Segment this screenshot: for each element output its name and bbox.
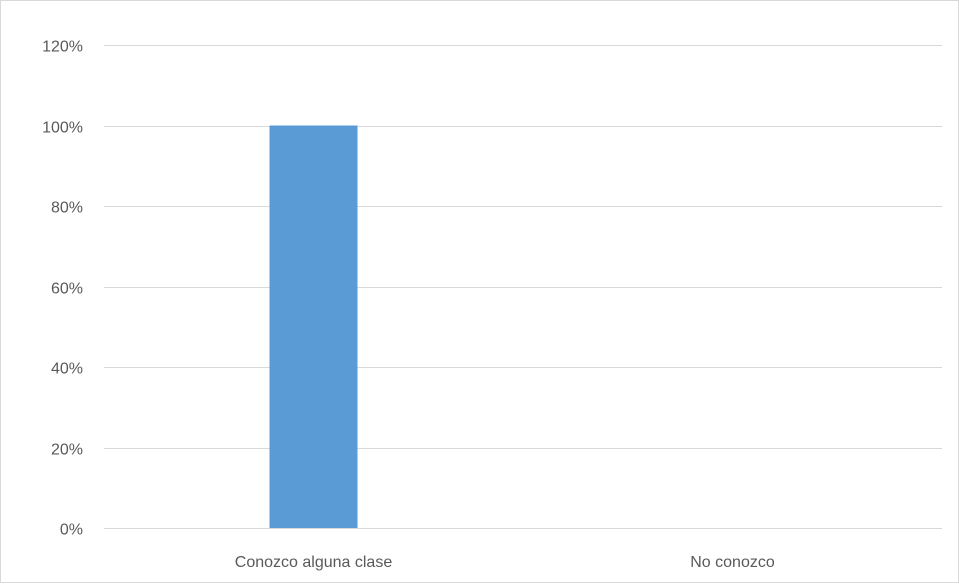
y-axis-tick-labels: 0% 20% 40% 60% 80% 100% 120% [42, 39, 83, 539]
y-tick-label: 120% [42, 39, 83, 56]
y-tick-label: 20% [51, 442, 83, 459]
x-tick-label: No conozco [690, 554, 775, 571]
y-tick-label: 0% [60, 522, 83, 539]
bar-1 [269, 125, 358, 528]
gridlines [104, 45, 942, 449]
y-tick-label: 80% [51, 200, 83, 217]
y-tick-label: 100% [42, 120, 83, 137]
x-axis-tick-labels: Conozco alguna clase No conozco [235, 554, 775, 571]
bars [269, 125, 358, 528]
y-tick-label: 60% [51, 281, 83, 298]
y-tick-label: 40% [51, 361, 83, 378]
x-tick-label: Conozco alguna clase [235, 554, 393, 571]
